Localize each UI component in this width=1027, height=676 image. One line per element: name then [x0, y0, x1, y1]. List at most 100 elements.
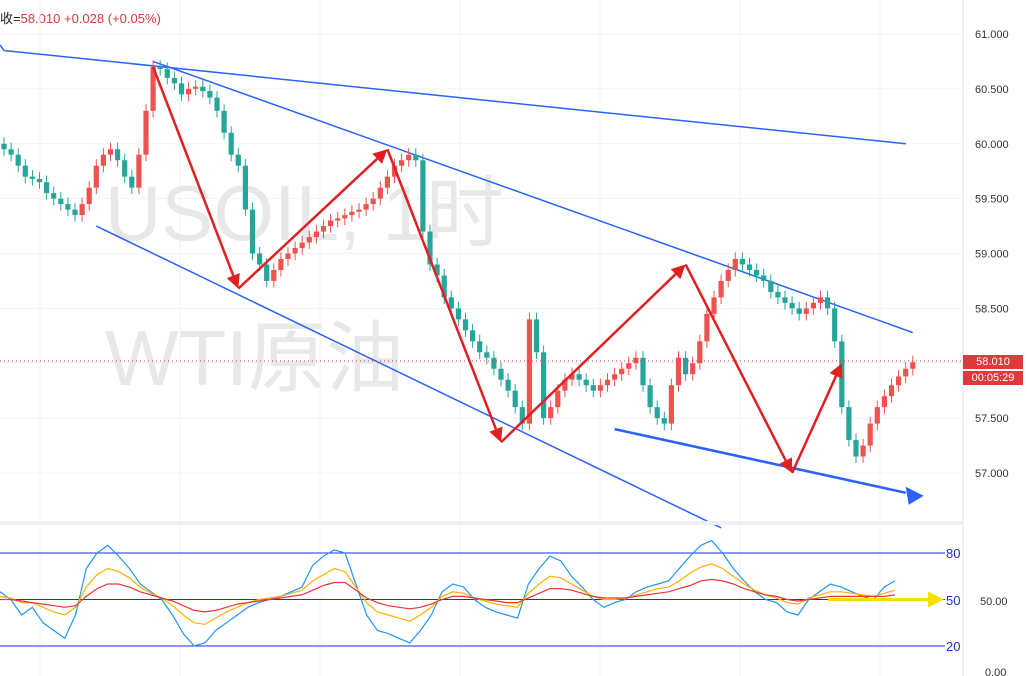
price-tick: 61.000 — [975, 29, 1009, 41]
candle-body — [29, 176, 35, 179]
candle-body — [399, 160, 405, 166]
price-tick: 57.000 — [975, 468, 1009, 480]
candle-body — [271, 269, 277, 281]
candle-body — [675, 357, 682, 386]
oscillator-pane — [0, 539, 945, 647]
candle-body — [789, 302, 795, 309]
price-axis[interactable]: 61.00060.50060.00059.50059.00058.50058.0… — [975, 29, 1009, 480]
candle-body — [803, 308, 809, 314]
price-tick: 58.500 — [975, 303, 1009, 315]
zigzag-arrow-line — [151, 66, 235, 277]
candle-body — [420, 160, 426, 232]
zigzag-arrow-line — [790, 375, 838, 474]
candle-body — [491, 357, 497, 369]
candle-body — [356, 209, 362, 212]
zigzag-arrow-line — [684, 263, 787, 462]
candle-body — [768, 280, 774, 292]
candle-body — [725, 269, 731, 281]
candle-body — [328, 220, 334, 227]
trend-line-support — [614, 427, 906, 494]
candle-body — [178, 83, 185, 95]
trend-line-lower — [95, 225, 722, 529]
candle-body — [100, 154, 106, 166]
candle-body — [86, 187, 92, 205]
candle-body — [654, 407, 660, 419]
osc-level-50: 50 — [946, 593, 960, 608]
candle-body — [264, 264, 270, 281]
candle-body — [299, 242, 305, 249]
trend-lines[interactable] — [0, 44, 924, 529]
candle-body — [910, 362, 916, 369]
price-tick: 60.000 — [975, 139, 1009, 151]
candle-body — [441, 275, 447, 298]
zigzag-arrowhead — [489, 426, 503, 443]
pane-separator[interactable] — [0, 521, 963, 525]
candle-body — [640, 357, 646, 386]
candle-body — [200, 86, 206, 92]
candle-body — [72, 209, 78, 216]
candle-body — [462, 319, 469, 331]
candle-body — [214, 97, 220, 111]
candle-body — [129, 176, 135, 188]
candle-body — [860, 445, 866, 457]
candle-body — [186, 88, 192, 95]
candle-body — [370, 198, 376, 205]
candle-body — [249, 209, 256, 254]
zigzag-arrows[interactable] — [151, 66, 843, 474]
zigzag-arrowhead — [226, 273, 240, 289]
candle-body — [505, 379, 511, 391]
candle-body — [796, 308, 802, 314]
candle-body — [292, 248, 298, 254]
candle-body — [512, 390, 518, 408]
candle-body — [754, 269, 760, 276]
candle-body — [384, 176, 390, 188]
last-price-badge: 58.010 — [963, 355, 1023, 369]
candle-body — [541, 352, 547, 419]
candle-body — [569, 374, 575, 380]
zigzag-arrowhead — [829, 363, 843, 379]
countdown-badge: 00:05:29 — [963, 371, 1023, 385]
candle-body — [470, 330, 476, 342]
candle-body — [704, 313, 710, 342]
candle-body — [335, 218, 341, 221]
trend-line-upper-outer-ext — [0, 44, 5, 51]
zigzag-arrow-line — [386, 148, 498, 430]
candle-body — [257, 253, 263, 265]
candle-body — [626, 363, 632, 369]
candle-body — [881, 396, 887, 408]
osc-axis-50: 50.00 — [980, 596, 1008, 608]
candle-body — [455, 308, 461, 320]
candle-body — [555, 390, 561, 408]
candle-body — [93, 165, 99, 188]
candle-body — [846, 407, 852, 441]
candle-body — [896, 376, 902, 386]
candle-body — [526, 319, 532, 424]
osc-level-80: 80 — [946, 546, 960, 561]
zigzag-arrowhead — [670, 264, 686, 280]
osc-series-line — [0, 578, 896, 613]
support-arrowhead — [905, 486, 924, 505]
price-tick: 59.500 — [975, 194, 1009, 206]
candle-body — [413, 154, 419, 161]
candle-body — [612, 374, 618, 380]
candle-body — [668, 385, 674, 424]
candle-body — [150, 66, 156, 111]
candle-body — [817, 297, 824, 303]
candle-body — [349, 211, 355, 216]
price-header: 收=58.010 +0.028 (+0.05%) — [0, 8, 161, 27]
candle-body — [548, 407, 554, 419]
candle-body — [51, 193, 57, 199]
candle-body — [697, 341, 703, 364]
candle-body — [597, 385, 603, 391]
osc-yellow-arrowhead — [928, 591, 944, 608]
candle-body — [874, 407, 880, 424]
candle-body — [590, 385, 596, 391]
candle-body — [406, 154, 412, 161]
candle-body — [810, 302, 816, 309]
candle-body — [427, 231, 433, 265]
candle-body — [498, 368, 504, 380]
candle-body — [157, 66, 163, 70]
trend-line-upper-outer — [3, 49, 906, 145]
candle-body — [746, 264, 753, 270]
